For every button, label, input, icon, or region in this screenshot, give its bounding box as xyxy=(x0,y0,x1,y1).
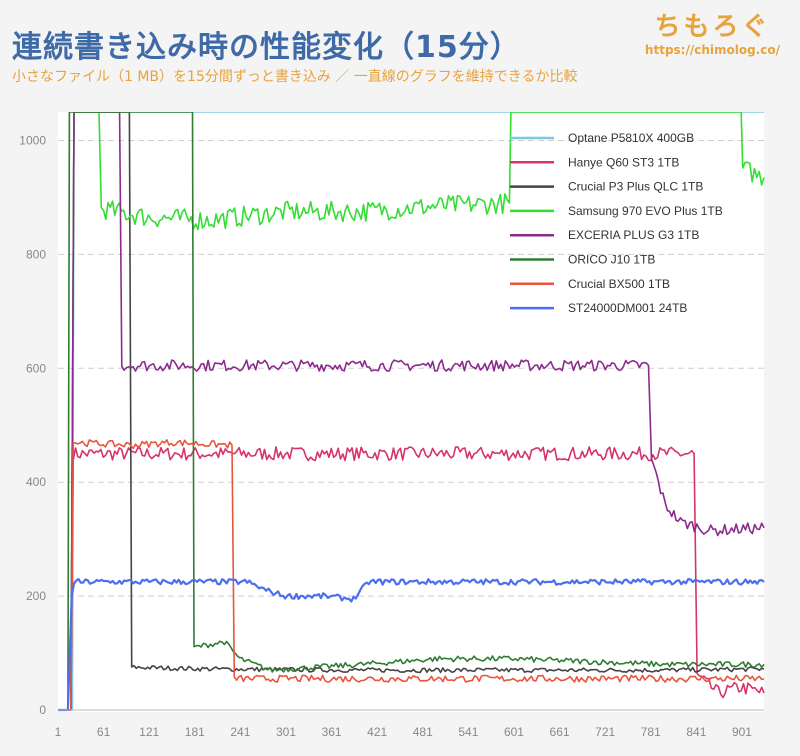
x-tick-label: 541 xyxy=(458,725,478,739)
x-tick-label: 241 xyxy=(230,725,250,739)
series-line xyxy=(58,578,765,712)
logo-text: ちもろぐ xyxy=(654,12,771,42)
legend-label: Hanye Q60 ST3 1TB xyxy=(568,155,679,169)
series-line xyxy=(58,112,765,711)
x-tick-label: 61 xyxy=(97,725,111,739)
x-tick-label: 121 xyxy=(139,725,159,739)
series-line xyxy=(58,446,765,711)
legend-label: Samsung 970 EVO Plus 1TB xyxy=(568,204,723,218)
y-tick-label: 200 xyxy=(26,589,46,603)
x-tick-label: 361 xyxy=(322,725,342,739)
x-tick-label: 841 xyxy=(686,725,706,739)
y-tick-label: 0 xyxy=(39,703,46,717)
x-tick-label: 721 xyxy=(595,725,615,739)
series-line xyxy=(58,112,765,711)
axes: 0 200 400 600 800 1000 1 61 121 181 241 301 361 421 48… xyxy=(19,133,764,739)
x-tick-label: 481 xyxy=(413,725,433,739)
chart-subtitle: 小さなファイル（1 MB）を15分間ずっと書き込み ／ 一直線のグラフを維持でき… xyxy=(12,69,578,85)
legend-label: ORICO J10 1TB xyxy=(568,253,655,267)
logo-url: https://chimolog.co/ xyxy=(644,43,780,57)
x-tick-label: 421 xyxy=(367,725,387,739)
chart-title: 連続書き込み時の性能変化（15分） xyxy=(12,30,521,65)
series-line xyxy=(58,439,765,711)
legend-label: Crucial BX500 1TB xyxy=(568,277,670,291)
series-layer xyxy=(58,112,765,712)
x-tick-label: 601 xyxy=(504,725,524,739)
x-tick-label: 1 xyxy=(55,725,62,739)
y-tick-label: 1000 xyxy=(19,133,46,147)
y-tick-label: 400 xyxy=(26,475,46,489)
legend: Optane P5810X 400GB Hanye Q60 ST3 1TB Cruc… xyxy=(510,131,723,315)
legend-label: Optane P5810X 400GB xyxy=(568,131,694,145)
series-line xyxy=(58,112,765,711)
plot-area xyxy=(58,112,764,712)
site-logo[interactable]: ちもろぐ https://chimolog.co/ xyxy=(645,6,780,57)
series-line xyxy=(58,112,765,711)
x-tick-label: 901 xyxy=(732,725,752,739)
x-tick-label: 661 xyxy=(550,725,570,739)
x-tick-label: 301 xyxy=(276,725,296,739)
legend-label: ST24000DM001 24TB xyxy=(568,301,687,315)
x-tick-label: 781 xyxy=(641,725,661,739)
x-tick-label: 181 xyxy=(185,725,205,739)
legend-label: Crucial P3 Plus QLC 1TB xyxy=(568,180,703,194)
legend-label: EXCERIA PLUS G3 1TB xyxy=(568,228,699,242)
y-tick-label: 800 xyxy=(26,247,46,261)
y-tick-label: 600 xyxy=(26,361,46,375)
line-chart: 0 200 400 600 800 1000 1 61 121 181 241 301 361 421 48… xyxy=(19,112,765,739)
